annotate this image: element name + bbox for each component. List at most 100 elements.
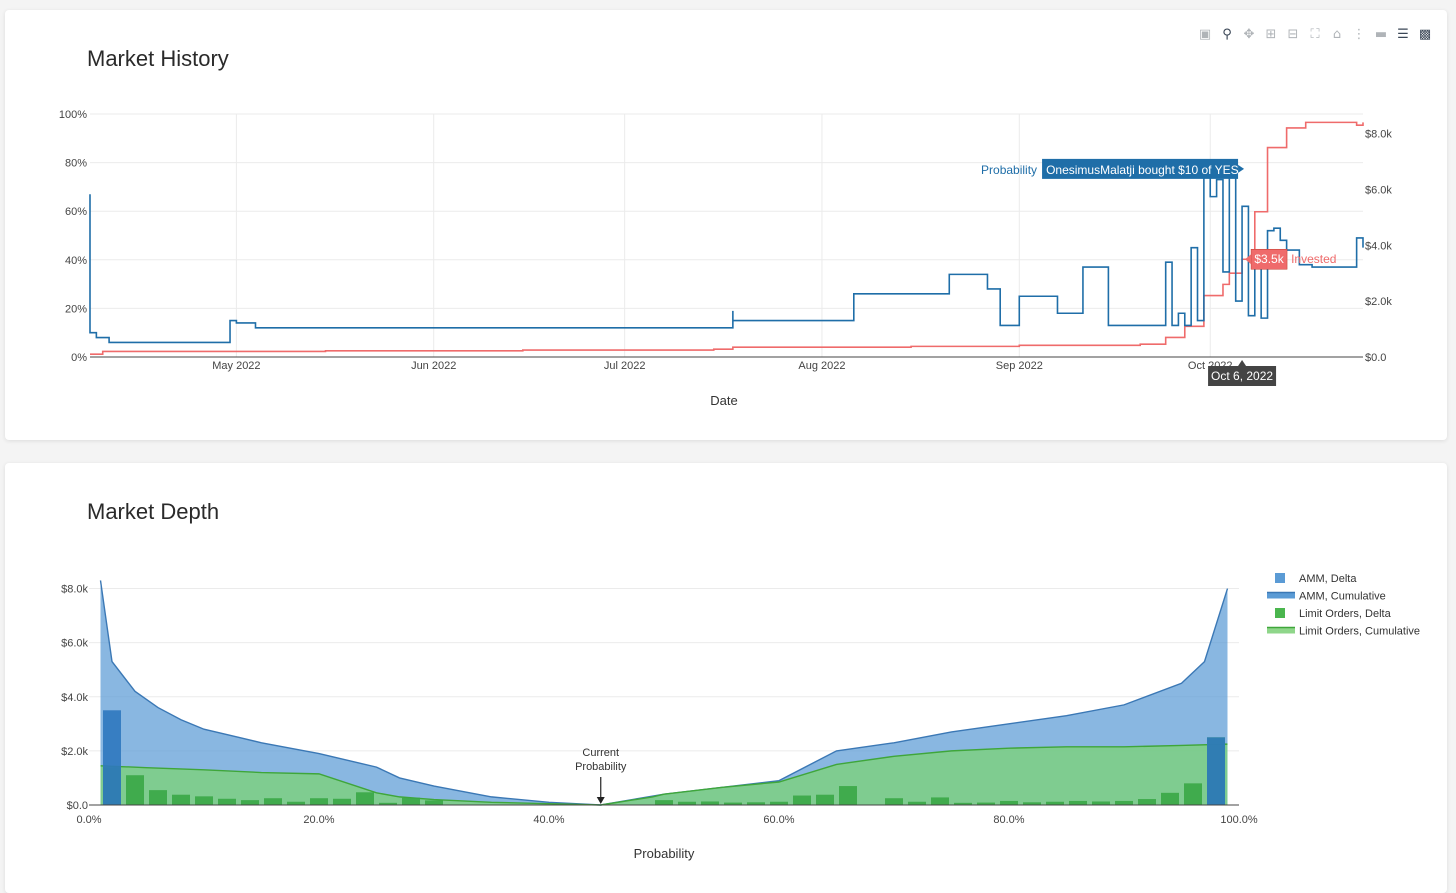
limit-delta-bar [885,798,903,805]
limit-delta-bar [908,801,926,805]
y-tick-right: $6.0k [1365,184,1392,196]
legend-swatch [1275,608,1285,618]
date-tooltip-pointer [1238,360,1247,366]
limit-delta-bar [126,775,144,805]
limit-delta-bar [425,800,443,805]
limit-delta-bar [1161,792,1179,805]
y-tick: $6.0k [61,638,88,650]
y-tick: $2.0k [61,746,88,758]
limit-delta-bar [793,795,811,805]
y-tick-left: 40% [65,255,87,267]
probability-tooltip-pointer [1238,164,1245,173]
limit-delta-bar [701,801,719,805]
camera-icon[interactable]: ▣ [1198,26,1212,42]
chart-toolbar: ▣ ⚲ ✥ ⊞ ⊟ ⛶ ⌂ ⋮ ▬ ☰ ▩ [1197,26,1433,42]
y-tick-left: 0% [71,352,87,364]
hover-closest-icon[interactable]: ▬ [1374,26,1388,42]
y-tick-right: $8.0k [1365,129,1392,141]
limit-delta-bar [172,794,190,805]
limit-delta-bar [770,801,788,805]
x-tick: 20.0% [303,814,334,826]
spike-lines-icon[interactable]: ⋮ [1352,26,1366,42]
limit-delta-bar [149,790,167,805]
limit-delta-bar [724,802,742,805]
limit-delta-bar [195,796,213,805]
invested-tooltip-label: Invested [1291,252,1336,266]
reset-axes-icon[interactable]: ⌂ [1332,26,1342,42]
limit-cumulative-line [100,743,1228,806]
y-tick: $4.0k [61,692,88,704]
y-tick: $0.0 [67,800,88,812]
date-tooltip-text: Oct 6, 2022 [1211,369,1273,383]
legend-label: AMM, Cumulative [1299,591,1386,603]
limit-delta-bar [839,786,857,805]
probability-line [89,166,1364,344]
date-tooltip-box [1208,366,1277,386]
y-tick-right: $4.0k [1365,240,1392,252]
legend-label: AMM, Delta [1299,573,1357,585]
market-history-title: Market History [87,46,229,71]
zoom-in-icon[interactable]: ⊞ [1265,26,1277,42]
limit-delta-bar [1046,801,1064,805]
amm-cumulative-area [100,580,1228,805]
legend-swatch [1267,627,1295,634]
limit-delta-bar [402,797,420,805]
history-xlabel: Date [710,393,738,408]
limit-delta-bar [287,801,305,805]
invested-line [90,121,1364,356]
y-tick-right: $0.0 [1365,352,1386,364]
amm-delta-bar [1207,737,1225,805]
market-history-card: Market History ▣ ⚲ ✥ ⊞ ⊟ ⛶ ⌂ ⋮ ▬ ☰ ▩ 0% 2… [5,10,1447,440]
limit-delta-bar [1092,801,1110,805]
amm-cumulative-line [99,580,1229,806]
limit-cumulative-area [100,744,1228,805]
limit-delta-bar [333,798,351,805]
x-tick: 100.0% [1220,814,1258,826]
y-tick: $8.0k [61,584,88,596]
x-tick: 0.0% [76,814,101,826]
x-tick: Jun 2022 [411,360,456,372]
limit-delta-bar [379,802,397,805]
limit-delta-bar [264,798,282,805]
probability-tooltip-label: Probability [981,163,1037,177]
limit-delta-bar [1184,783,1202,805]
limit-delta-bar [655,800,673,805]
y-tick-left: 80% [65,158,87,170]
depth-xlabel: Probability [633,846,695,861]
market-depth-chart[interactable]: $0.0 $2.0k $4.0k $6.0k $8.0k 0.0% 20.0% 40.0% 60… [5,463,1447,893]
y-tick-right: $2.0k [1365,296,1392,308]
limit-delta-bar [1069,800,1087,805]
limit-delta-bar [1000,800,1018,805]
annotation-arrow-head [596,797,605,804]
zoom-icon[interactable]: ⚲ [1222,26,1232,42]
autoscale-icon[interactable]: ⛶ [1310,26,1320,42]
x-tick: Aug 2022 [798,360,845,372]
limit-delta-bar [356,792,374,805]
limit-delta-bar [218,798,236,805]
x-tick: 60.0% [763,814,794,826]
pan-icon[interactable]: ✥ [1243,26,1255,42]
limit-delta-bar [241,800,259,805]
invested-tooltip-pointer [1245,254,1252,265]
y-tick-left: 100% [59,109,87,121]
legend-label: Limit Orders, Delta [1299,608,1392,620]
y-tick-left: 60% [65,206,87,218]
limit-delta-bar [310,798,328,805]
invested-tooltip-value: $3.5k [1254,252,1284,266]
limit-delta-bar [954,802,972,805]
x-tick: Sep 2022 [996,360,1043,372]
annotation-line1: Current [582,747,619,759]
probability-tooltip-text: OnesimusMalatji bought $10 of YES [1046,163,1239,177]
limit-delta-bar [1115,800,1133,805]
x-tick: Jul 2022 [604,360,646,372]
limit-delta-bar [1138,799,1156,805]
y-tick-left: 20% [65,303,87,315]
zoom-out-icon[interactable]: ⊟ [1287,26,1299,42]
legend-label: Limit Orders, Cumulative [1299,626,1420,638]
annotation-line2: Probability [575,761,627,773]
market-history-chart[interactable]: 0% 20% 40% 60% 80% 100% $0.0 $2.0k $4.0k $6.0k $8.… [5,10,1447,440]
plotly-logo-icon[interactable]: ▩ [1418,26,1432,42]
limit-delta-bar [816,794,834,805]
hover-compare-icon[interactable]: ☰ [1397,26,1409,42]
probability-tooltip-box [1042,158,1239,179]
